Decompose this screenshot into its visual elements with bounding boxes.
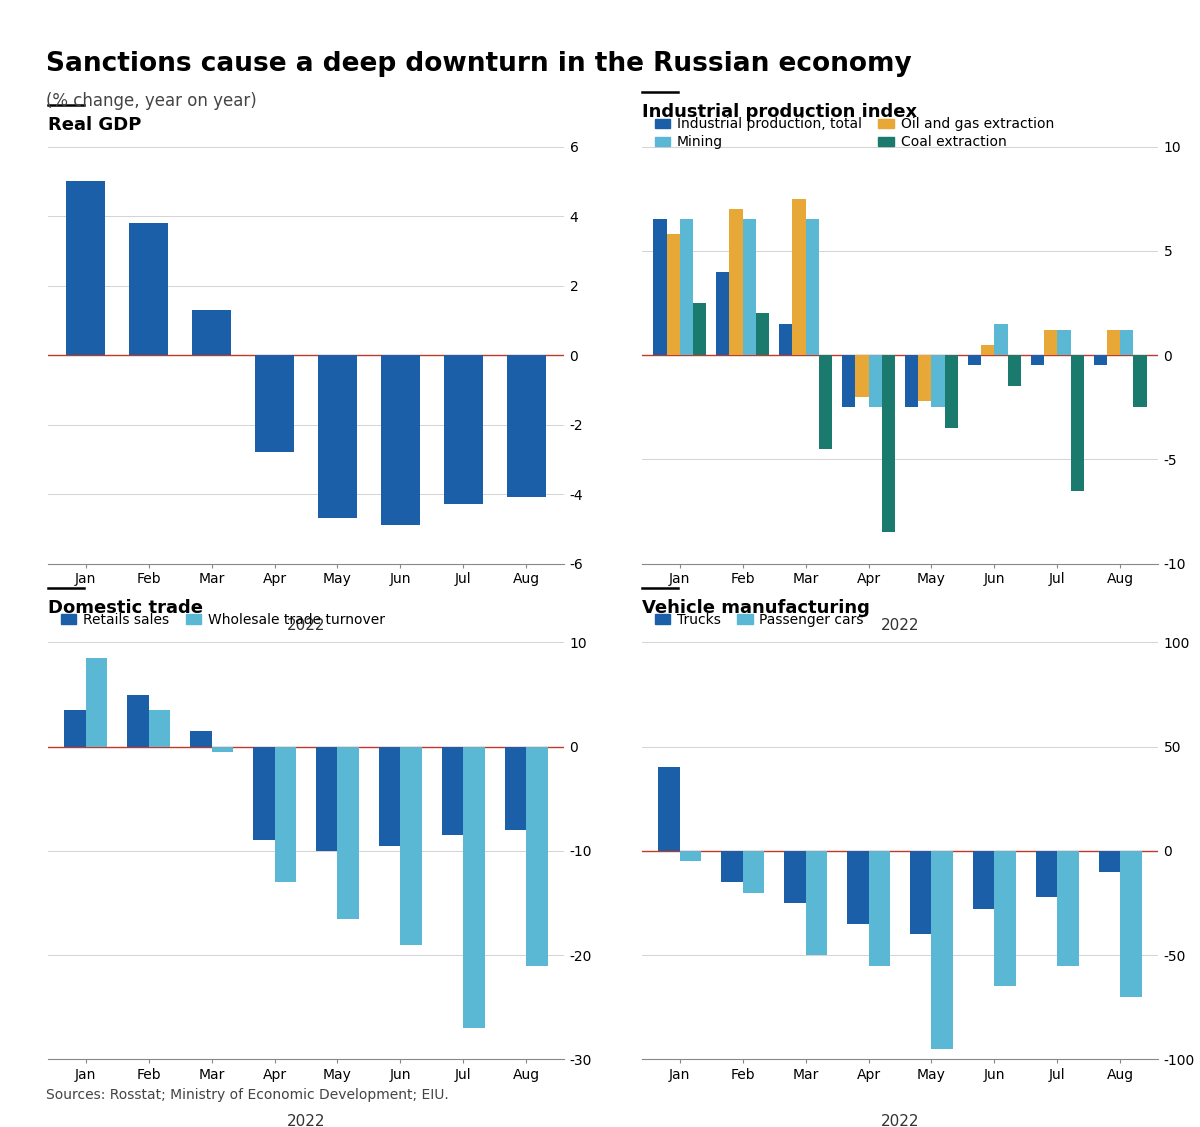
Bar bbox=[1057, 330, 1070, 355]
Text: Industrial production index: Industrial production index bbox=[642, 104, 917, 122]
Text: Sanctions cause a deep downturn in the Russian economy: Sanctions cause a deep downturn in the R… bbox=[46, 51, 911, 77]
Bar bbox=[211, 746, 233, 752]
Bar bbox=[527, 746, 547, 966]
Bar bbox=[653, 220, 666, 355]
Bar bbox=[316, 746, 337, 851]
Bar bbox=[1108, 330, 1121, 355]
Bar bbox=[444, 355, 482, 505]
Bar bbox=[1121, 851, 1141, 996]
Bar bbox=[1134, 355, 1147, 407]
Bar bbox=[679, 220, 692, 355]
Bar bbox=[401, 746, 421, 944]
Bar bbox=[463, 746, 485, 1028]
Bar bbox=[275, 746, 296, 882]
Bar bbox=[1094, 355, 1108, 365]
Bar bbox=[1070, 355, 1084, 490]
Text: Domestic trade: Domestic trade bbox=[48, 600, 203, 618]
Text: Sources: Rosstat; Ministry of Economic Development; EIU.: Sources: Rosstat; Ministry of Economic D… bbox=[46, 1089, 449, 1102]
Bar bbox=[785, 851, 805, 903]
Bar bbox=[931, 851, 953, 1049]
Bar bbox=[721, 851, 743, 882]
Bar bbox=[730, 210, 743, 355]
Legend: Retails sales, Wholesale trade turnover: Retails sales, Wholesale trade turnover bbox=[55, 607, 390, 632]
Bar bbox=[1036, 851, 1057, 897]
Bar bbox=[666, 234, 679, 355]
Text: 2022: 2022 bbox=[881, 619, 919, 633]
Text: Real GDP: Real GDP bbox=[48, 116, 142, 134]
Bar bbox=[191, 731, 211, 746]
Text: 2022: 2022 bbox=[881, 1115, 919, 1127]
Bar bbox=[792, 198, 805, 355]
Bar bbox=[380, 355, 420, 525]
Text: 2022: 2022 bbox=[287, 619, 325, 633]
Bar bbox=[130, 223, 168, 355]
Bar bbox=[442, 746, 463, 835]
Bar bbox=[995, 323, 1008, 355]
Bar bbox=[882, 355, 895, 532]
Bar bbox=[905, 355, 918, 407]
Bar bbox=[982, 345, 995, 355]
Bar bbox=[65, 710, 85, 746]
Bar bbox=[995, 851, 1015, 986]
Bar bbox=[756, 313, 769, 355]
Bar bbox=[743, 851, 764, 893]
Bar bbox=[805, 851, 827, 955]
Text: Vehicle manufacturing: Vehicle manufacturing bbox=[642, 600, 870, 618]
Bar bbox=[805, 220, 818, 355]
Legend: Industrial production, total, Mining, Oil and gas extraction, Coal extraction: Industrial production, total, Mining, Oi… bbox=[649, 112, 1060, 156]
Bar bbox=[869, 851, 890, 966]
Legend: Trucks, Passenger cars: Trucks, Passenger cars bbox=[649, 607, 870, 632]
Bar bbox=[968, 355, 982, 365]
Bar bbox=[506, 355, 546, 497]
Bar bbox=[869, 355, 882, 407]
Bar bbox=[1057, 851, 1079, 966]
Bar bbox=[918, 355, 931, 401]
Text: 2022: 2022 bbox=[287, 1115, 325, 1127]
Bar bbox=[318, 355, 356, 518]
Bar bbox=[973, 851, 995, 909]
Bar bbox=[1121, 330, 1134, 355]
Bar bbox=[127, 694, 149, 746]
Bar bbox=[66, 181, 106, 355]
Bar bbox=[716, 272, 730, 355]
Bar bbox=[659, 767, 679, 851]
Bar bbox=[256, 355, 294, 452]
Bar bbox=[910, 851, 931, 934]
Bar bbox=[1031, 355, 1044, 365]
Bar bbox=[856, 355, 869, 397]
Bar bbox=[505, 746, 527, 829]
Bar bbox=[1008, 355, 1021, 387]
Bar bbox=[1044, 330, 1057, 355]
Bar bbox=[842, 355, 856, 407]
Bar bbox=[818, 355, 832, 449]
Bar bbox=[1099, 851, 1121, 872]
Bar bbox=[931, 355, 944, 407]
Bar bbox=[253, 746, 275, 841]
Text: (% change, year on year): (% change, year on year) bbox=[46, 92, 257, 110]
Bar bbox=[779, 323, 792, 355]
Bar bbox=[692, 303, 706, 355]
Bar bbox=[847, 851, 869, 924]
Bar bbox=[149, 710, 170, 746]
Bar bbox=[85, 658, 107, 746]
Bar bbox=[679, 851, 701, 861]
Bar bbox=[379, 746, 401, 845]
Bar bbox=[944, 355, 958, 428]
Bar bbox=[192, 310, 232, 355]
Bar bbox=[743, 220, 756, 355]
Bar bbox=[337, 746, 359, 919]
